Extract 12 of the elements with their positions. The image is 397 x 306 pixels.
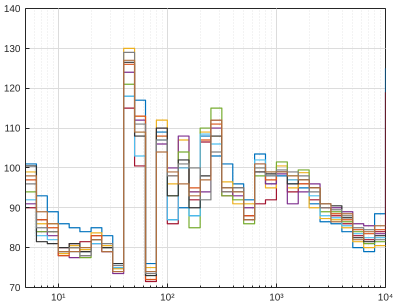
x-tick-label: 10³ bbox=[269, 292, 284, 304]
x-tick-label: 10² bbox=[160, 292, 176, 304]
y-tick-label: 80 bbox=[9, 243, 21, 254]
y-tick-label: 70 bbox=[9, 283, 21, 294]
x-tick-label: 10⁴ bbox=[378, 292, 394, 304]
y-tick-label: 90 bbox=[9, 203, 21, 214]
y-tick-label: 120 bbox=[4, 84, 21, 95]
y-tick-label: 130 bbox=[4, 44, 21, 55]
y-tick-label: 110 bbox=[4, 124, 21, 135]
y-tick-label: 140 bbox=[4, 4, 21, 15]
y-tick-label: 100 bbox=[4, 163, 21, 174]
x-tick-label: 10¹ bbox=[51, 292, 66, 304]
